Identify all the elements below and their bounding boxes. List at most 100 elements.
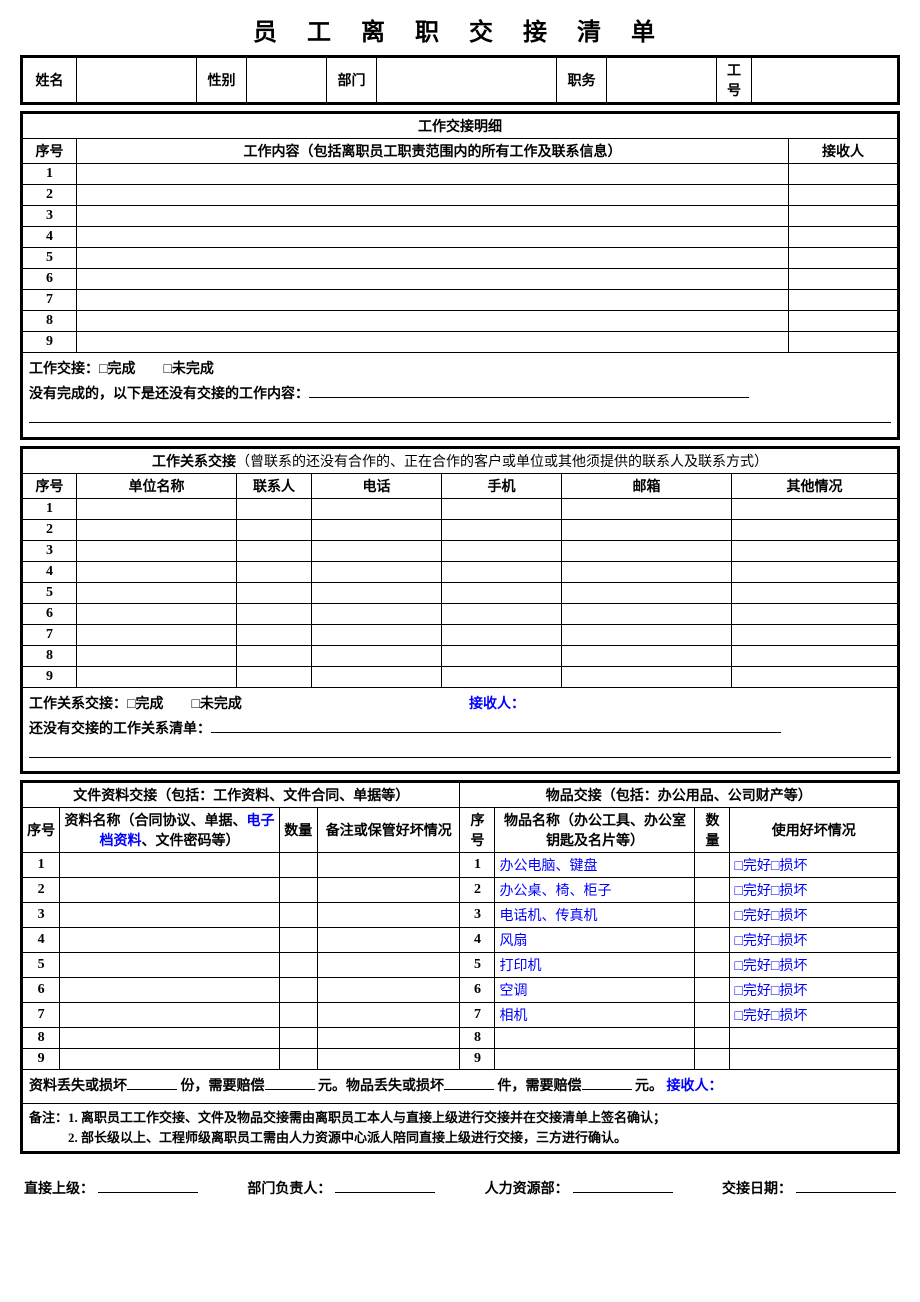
rel-row-phone[interactable] — [312, 603, 442, 624]
rel-row-unit[interactable] — [77, 666, 237, 687]
rel-row-email[interactable] — [562, 540, 732, 561]
rel-row-unit[interactable] — [77, 498, 237, 519]
rel-row-other[interactable] — [732, 645, 899, 666]
work-row-receiver[interactable] — [789, 311, 899, 332]
work-row-content[interactable] — [77, 206, 789, 227]
work-row-receiver[interactable] — [789, 227, 899, 248]
rel-row-other[interactable] — [732, 519, 899, 540]
docs-row-qty[interactable] — [279, 878, 317, 903]
rel-row-mobile[interactable] — [442, 645, 562, 666]
docs-row-name[interactable] — [60, 928, 279, 953]
rel-row-mobile[interactable] — [442, 540, 562, 561]
loss-blank1[interactable] — [127, 1075, 177, 1090]
goods-row-cond[interactable] — [730, 1049, 899, 1070]
goods-row-cond[interactable]: □完好□损坏 — [730, 953, 899, 978]
work-row-receiver[interactable] — [789, 248, 899, 269]
loss-blank2[interactable] — [265, 1075, 315, 1090]
docs-row-qty[interactable] — [279, 903, 317, 928]
rel-row-email[interactable] — [562, 519, 732, 540]
work-incomplete-line2[interactable] — [29, 408, 891, 423]
goods-row-qty[interactable] — [695, 978, 730, 1003]
rel-row-contact[interactable] — [237, 498, 312, 519]
docs-row-remark[interactable] — [317, 1028, 460, 1049]
docs-row-name[interactable] — [60, 953, 279, 978]
goods-row-qty[interactable] — [695, 1003, 730, 1028]
docs-row-qty[interactable] — [279, 1028, 317, 1049]
rel-row-other[interactable] — [732, 582, 899, 603]
goods-row-cond[interactable]: □完好□损坏 — [730, 928, 899, 953]
rel-pending-line2[interactable] — [29, 743, 891, 758]
work-row-content[interactable] — [77, 290, 789, 311]
goods-row-name[interactable] — [495, 1049, 695, 1070]
rel-row-phone[interactable] — [312, 624, 442, 645]
rel-row-mobile[interactable] — [442, 624, 562, 645]
rel-row-mobile[interactable] — [442, 666, 562, 687]
sig-depthead-line[interactable] — [335, 1192, 435, 1193]
rel-row-phone[interactable] — [312, 540, 442, 561]
docs-row-remark[interactable] — [317, 953, 460, 978]
docs-row-name[interactable] — [60, 978, 279, 1003]
docs-row-name[interactable] — [60, 1028, 279, 1049]
rel-row-contact[interactable] — [237, 666, 312, 687]
sig-supervisor-line[interactable] — [98, 1192, 198, 1193]
rel-row-phone[interactable] — [312, 666, 442, 687]
goods-row-qty[interactable] — [695, 853, 730, 878]
rel-row-contact[interactable] — [237, 519, 312, 540]
work-row-receiver[interactable] — [789, 185, 899, 206]
docs-row-remark[interactable] — [317, 978, 460, 1003]
goods-row-qty[interactable] — [695, 903, 730, 928]
rel-row-mobile[interactable] — [442, 603, 562, 624]
rel-row-contact[interactable] — [237, 603, 312, 624]
rel-row-contact[interactable] — [237, 540, 312, 561]
sig-hr-line[interactable] — [573, 1192, 673, 1193]
docs-row-name[interactable] — [60, 1003, 279, 1028]
work-row-receiver[interactable] — [789, 290, 899, 311]
goods-row-qty[interactable] — [695, 928, 730, 953]
work-row-receiver[interactable] — [789, 164, 899, 185]
sig-date-line[interactable] — [796, 1192, 896, 1193]
rel-pending-line1[interactable] — [211, 717, 781, 732]
goods-row-cond[interactable]: □完好□损坏 — [730, 878, 899, 903]
docs-row-name[interactable] — [60, 853, 279, 878]
rel-row-email[interactable] — [562, 603, 732, 624]
docs-row-qty[interactable] — [279, 928, 317, 953]
goods-row-name[interactable]: 空调 — [495, 978, 695, 1003]
docs-row-remark[interactable] — [317, 1003, 460, 1028]
goods-row-qty[interactable] — [695, 878, 730, 903]
goods-row-qty[interactable] — [695, 1028, 730, 1049]
docs-row-remark[interactable] — [317, 903, 460, 928]
docs-row-name[interactable] — [60, 878, 279, 903]
goods-row-qty[interactable] — [695, 953, 730, 978]
docs-row-name[interactable] — [60, 903, 279, 928]
rel-row-mobile[interactable] — [442, 561, 562, 582]
docs-row-remark[interactable] — [317, 928, 460, 953]
loss-blank3[interactable] — [444, 1075, 494, 1090]
loss-blank4[interactable] — [582, 1075, 632, 1090]
work-incomplete-line1[interactable] — [309, 383, 749, 398]
goods-row-name[interactable]: 风扇 — [495, 928, 695, 953]
work-row-content[interactable] — [77, 332, 789, 353]
goods-row-cond[interactable]: □完好□损坏 — [730, 903, 899, 928]
rel-row-unit[interactable] — [77, 540, 237, 561]
rel-row-unit[interactable] — [77, 624, 237, 645]
rel-row-phone[interactable] — [312, 498, 442, 519]
goods-row-name[interactable]: 电话机、传真机 — [495, 903, 695, 928]
goods-row-name[interactable]: 相机 — [495, 1003, 695, 1028]
rel-row-unit[interactable] — [77, 582, 237, 603]
rel-row-contact[interactable] — [237, 624, 312, 645]
rel-row-email[interactable] — [562, 498, 732, 519]
rel-row-phone[interactable] — [312, 582, 442, 603]
rel-row-unit[interactable] — [77, 645, 237, 666]
rel-row-phone[interactable] — [312, 561, 442, 582]
rel-row-email[interactable] — [562, 624, 732, 645]
docs-row-qty[interactable] — [279, 953, 317, 978]
goods-row-name[interactable]: 办公电脑、键盘 — [495, 853, 695, 878]
rel-row-email[interactable] — [562, 561, 732, 582]
rel-row-unit[interactable] — [77, 519, 237, 540]
rel-row-contact[interactable] — [237, 582, 312, 603]
rel-row-contact[interactable] — [237, 561, 312, 582]
work-row-receiver[interactable] — [789, 206, 899, 227]
rel-row-email[interactable] — [562, 645, 732, 666]
field-name[interactable] — [77, 57, 197, 104]
goods-row-cond[interactable]: □完好□损坏 — [730, 853, 899, 878]
